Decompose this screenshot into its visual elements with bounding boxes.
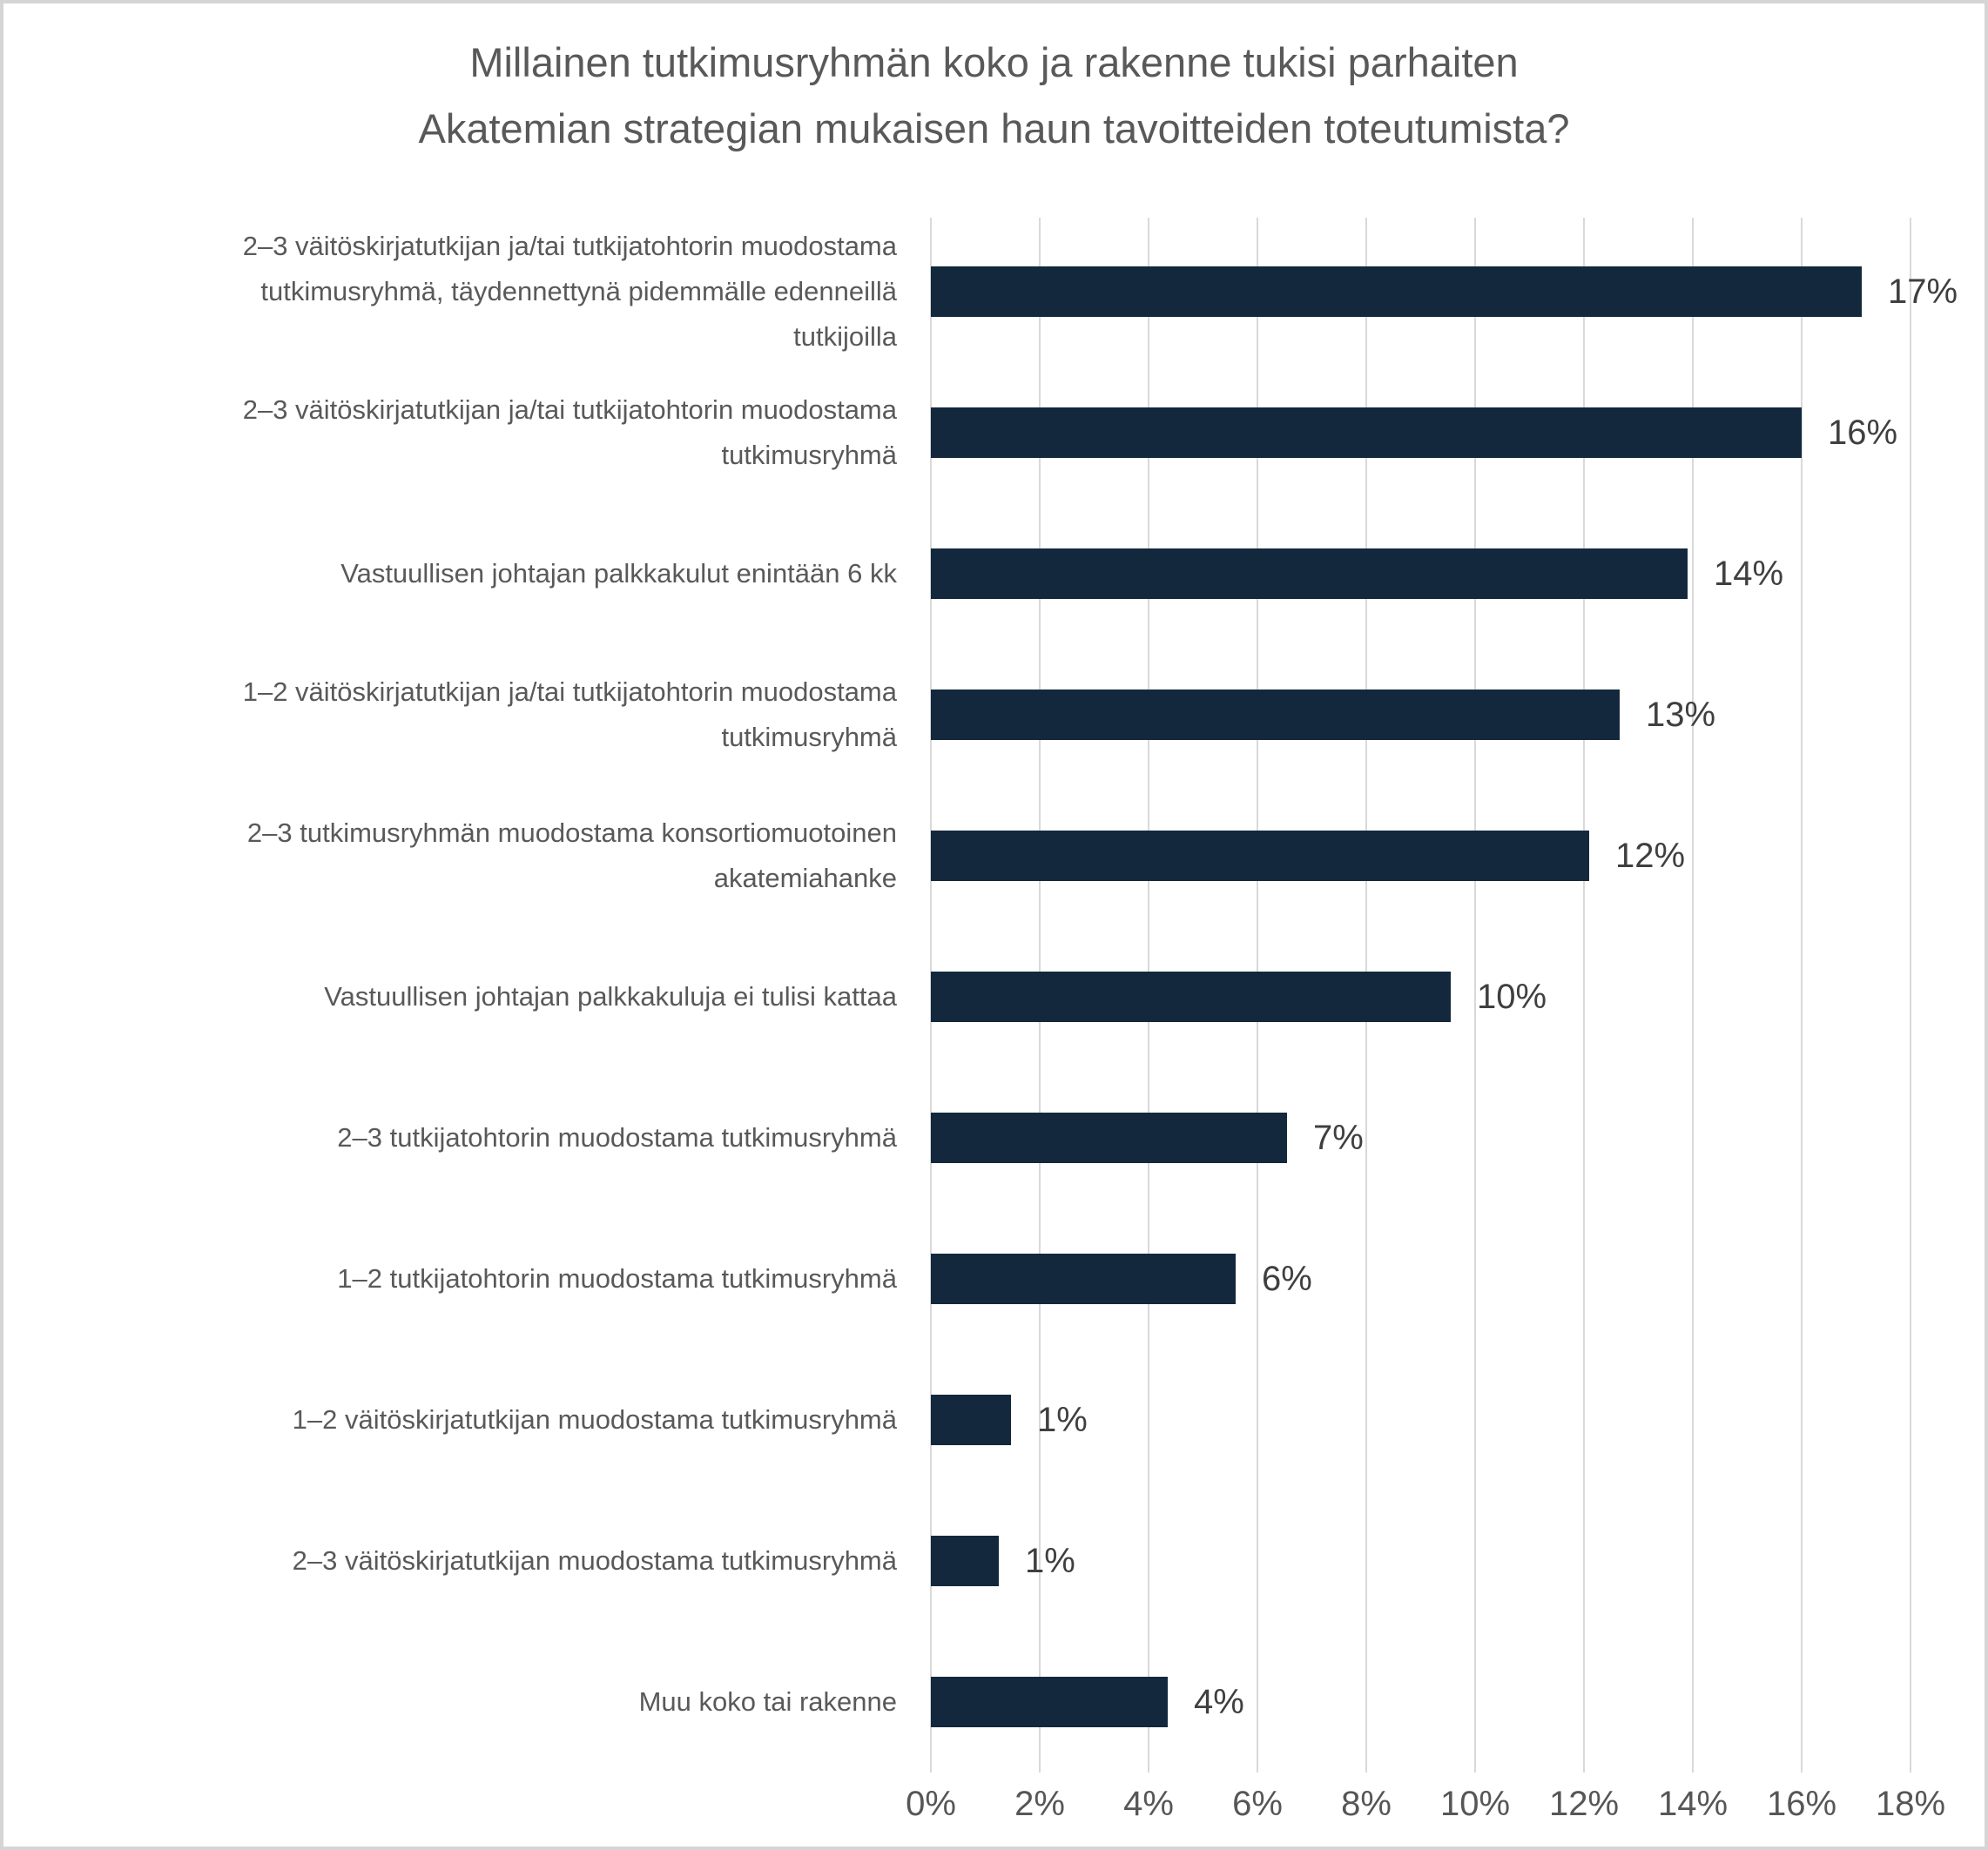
x-tick-label: 0%	[906, 1785, 956, 1823]
bar	[931, 1395, 1011, 1445]
category-label: Vastuullisen johtajan palkkakulut enintä…	[340, 558, 897, 589]
x-tick-label: 6%	[1232, 1785, 1283, 1823]
bar	[931, 690, 1620, 740]
category-label: Vastuullisen johtajan palkkakuluja ei tu…	[324, 981, 897, 1012]
category-label: 2–3 tutkijatohtorin muodostama tutkimusr…	[337, 1122, 897, 1153]
bar	[931, 1113, 1287, 1163]
gridline	[1474, 218, 1476, 1773]
value-label: 1%	[1037, 1401, 1088, 1439]
category-label: 2–3 väitöskirjatutkijan ja/tai tutkijato…	[242, 231, 897, 352]
gridline	[1801, 218, 1803, 1773]
gridline	[1910, 218, 1911, 1773]
gridline	[1692, 218, 1694, 1773]
value-label: 1%	[1025, 1542, 1075, 1580]
bar	[931, 1254, 1236, 1304]
x-tick-label: 4%	[1123, 1785, 1174, 1823]
bar	[931, 407, 1802, 458]
value-label: 7%	[1313, 1119, 1364, 1157]
bar	[931, 1677, 1168, 1727]
category-label: 2–3 tutkimusryhmän muodostama konsortiom…	[246, 817, 897, 893]
bar	[931, 548, 1688, 599]
category-label: 2–3 väitöskirjatutkijan ja/tai tutkijato…	[242, 394, 897, 470]
x-tick-label: 16%	[1766, 1785, 1837, 1823]
x-tick-label: 10%	[1439, 1785, 1511, 1823]
gridline	[1583, 218, 1585, 1773]
x-tick-label: 12%	[1548, 1785, 1620, 1823]
value-label: 14%	[1714, 555, 1784, 593]
category-label: 1–2 väitöskirjatutkijan muodostama tutki…	[292, 1404, 897, 1435]
chart-title: Millainen tutkimusryhmän koko ja rakenne…	[3, 30, 1985, 162]
value-label: 16%	[1828, 414, 1898, 452]
bar	[931, 831, 1589, 881]
value-label: 17%	[1888, 272, 1958, 311]
chart-title-line1: Millainen tutkimusryhmän koko ja rakenne…	[469, 39, 1519, 85]
category-label: Muu koko tai rakenne	[638, 1686, 897, 1717]
category-label: 1–2 tutkijatohtorin muodostama tutkimusr…	[337, 1263, 897, 1294]
bar	[931, 972, 1451, 1022]
value-label: 6%	[1262, 1260, 1312, 1298]
x-tick-label: 8%	[1341, 1785, 1392, 1823]
category-label: 2–3 väitöskirjatutkijan muodostama tutki…	[292, 1545, 897, 1576]
value-label: 10%	[1477, 978, 1547, 1016]
value-label: 4%	[1194, 1683, 1244, 1721]
value-label: 13%	[1646, 696, 1716, 734]
bar	[931, 266, 1862, 317]
category-label: 1–2 väitöskirjatutkijan ja/tai tutkijato…	[242, 676, 897, 752]
chart-title-line2: Akatemian strategian mukaisen haun tavoi…	[418, 105, 1570, 151]
x-tick-label: 14%	[1657, 1785, 1729, 1823]
bar	[931, 1536, 999, 1586]
x-tick-label: 2%	[1014, 1785, 1065, 1823]
x-tick-label: 18%	[1875, 1785, 1946, 1823]
value-label: 12%	[1615, 837, 1686, 875]
